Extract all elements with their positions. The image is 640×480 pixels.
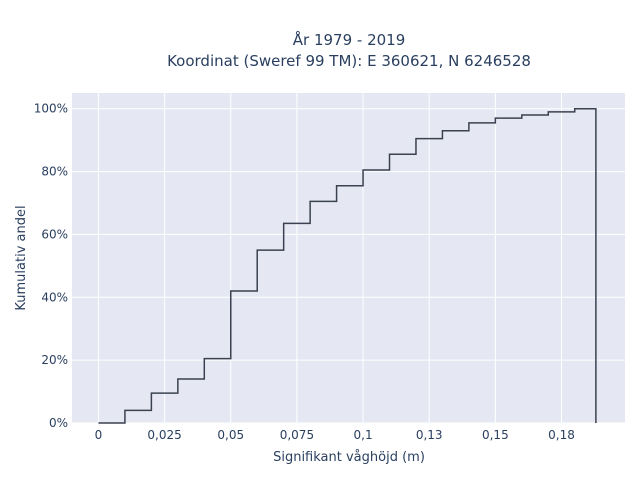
x-tick-label: 0,15 — [482, 428, 509, 442]
x-tick-label: 0,075 — [280, 428, 314, 442]
chart-title-line-2: Koordinat (Sweref 99 TM): E 360621, N 62… — [167, 52, 531, 70]
y-tick-label: 20% — [41, 353, 68, 367]
y-tick-label: 100% — [34, 102, 68, 116]
y-tick-label: 0% — [49, 416, 68, 430]
y-tick-label: 80% — [41, 165, 68, 179]
grid — [72, 93, 625, 424]
chart-title-line-1: År 1979 - 2019 — [293, 30, 406, 49]
cdf-step-line — [98, 107, 597, 424]
x-axis-title: Signifikant våghöjd (m) — [273, 450, 425, 465]
x-tick-label: 0 — [95, 428, 103, 442]
y-axis-ticks: 0% 20% 40% 60% 80% 100% — [34, 102, 68, 430]
x-axis-ticks: 0 0,025 0,05 0,075 0,1 0,13 0,15 0,18 — [95, 428, 575, 442]
series-layer — [98, 107, 597, 424]
plot-area — [72, 93, 625, 423]
y-axis-title: Kumulativ andel — [14, 205, 29, 310]
x-tick-label: 0,18 — [548, 428, 575, 442]
x-tick-label: 0,13 — [416, 428, 443, 442]
y-tick-label: 40% — [41, 290, 68, 304]
x-tick-label: 0,05 — [217, 428, 244, 442]
x-tick-label: 0,025 — [147, 428, 181, 442]
y-tick-label: 60% — [41, 227, 68, 241]
x-tick-label: 0,1 — [354, 428, 373, 442]
